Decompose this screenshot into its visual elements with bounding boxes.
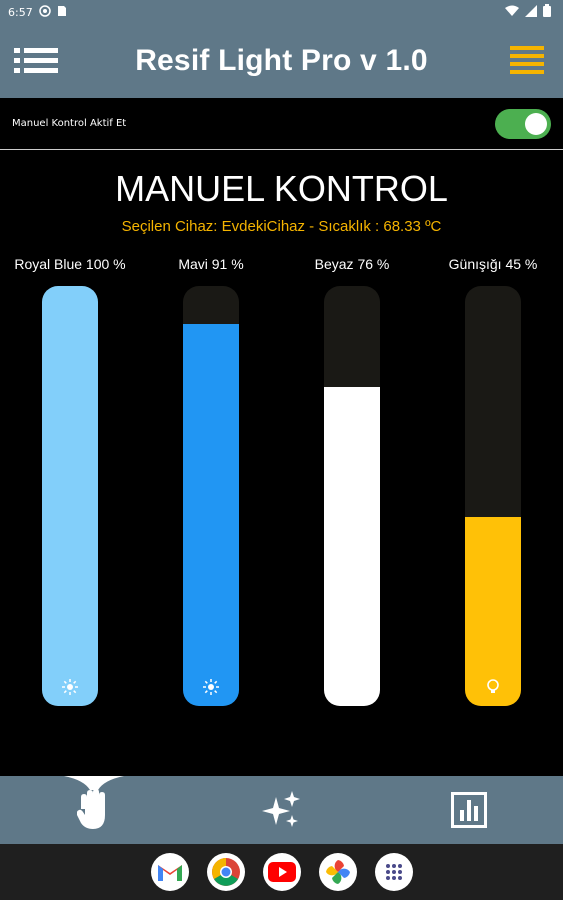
beyaz-slider[interactable] (324, 286, 380, 706)
sparkle-icon (262, 791, 301, 827)
manual-control-row: Manuel Kontrol Aktif Et (0, 98, 563, 150)
page-title: MANUEL KONTROL (115, 168, 448, 209)
wifi-icon (505, 5, 519, 20)
signal-icon (525, 4, 537, 20)
slider-fill (324, 386, 380, 706)
app-title: Resif Light Pro v 1.0 (135, 44, 428, 77)
channel-beyaz: Beyaz 76 % (282, 256, 422, 716)
sun-icon (61, 678, 79, 696)
gunisigi-slider[interactable] (465, 286, 521, 706)
device-info: Seçilen Cihaz: EvdekiCihaz - Sıcaklık : … (121, 218, 442, 235)
channel-mavi: Mavi 91 % (141, 256, 281, 716)
mavi-slider[interactable] (183, 286, 239, 706)
nav-effects[interactable] (241, 776, 321, 844)
channel-gunisigi: Günışığı 45 % (423, 256, 563, 716)
system-taskbar (0, 844, 563, 900)
nav-statistics[interactable] (429, 776, 509, 844)
channel-label: Royal Blue 100 % (14, 256, 126, 272)
royal-blue-slider[interactable] (42, 286, 98, 706)
channel-sliders: Royal Blue 100 % Mavi 91 % Beyaz 76 % Gü… (0, 256, 563, 716)
channel-royal-blue: Royal Blue 100 % (0, 256, 140, 716)
slider-fill (465, 517, 521, 706)
channel-label: Günışığı 45 % (448, 256, 538, 272)
sim-card-icon (57, 5, 67, 20)
switch-knob (525, 112, 547, 135)
slider-fill (42, 286, 98, 706)
chrome-icon[interactable] (206, 853, 245, 891)
manual-control-label: Manuel Kontrol Aktif Et (12, 118, 127, 129)
photos-icon[interactable] (318, 853, 357, 891)
vpn-status-icon (38, 4, 51, 20)
battery-icon (543, 4, 551, 20)
manual-control-switch[interactable] (495, 108, 551, 139)
hamburger-menu-icon (509, 46, 544, 74)
menu-button[interactable] (12, 37, 60, 85)
channel-label: Mavi 91 % (178, 256, 244, 272)
app-drawer-icon[interactable] (374, 853, 413, 891)
sun-icon (202, 678, 220, 696)
chart-icon (451, 792, 488, 828)
app-bar: Resif Light Pro v 1.0 (0, 24, 563, 98)
nav-manual-control[interactable] (54, 776, 134, 844)
status-bar: 6:57 (0, 0, 563, 24)
options-button[interactable] (503, 37, 551, 85)
hand-icon (76, 789, 105, 829)
slider-fill (183, 323, 239, 706)
youtube-icon[interactable] (262, 853, 301, 891)
bulb-icon (484, 678, 502, 696)
gmail-icon[interactable] (150, 853, 189, 891)
bottom-navigation (0, 776, 563, 844)
status-time: 6:57 (8, 5, 33, 19)
channel-label: Beyaz 76 % (314, 256, 390, 272)
list-menu-icon (14, 48, 58, 73)
active-indicator-icon (63, 776, 124, 790)
